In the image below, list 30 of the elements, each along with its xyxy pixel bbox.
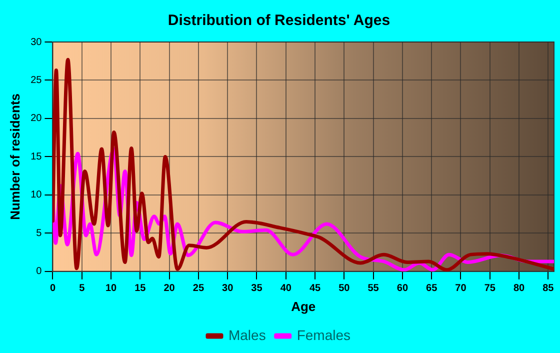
- y-tick-label: 0: [36, 266, 42, 278]
- x-tick-label: 25: [192, 283, 204, 294]
- x-axis-title: Age: [291, 298, 316, 314]
- chart-title: Distribution of Residents' Ages: [168, 12, 390, 30]
- y-tick-label: 10: [30, 190, 42, 201]
- x-tick-label: 70: [455, 283, 467, 294]
- x-tick-label: 20: [164, 283, 176, 294]
- x-tick-label: 80: [513, 283, 526, 294]
- x-tick-label: 40: [280, 283, 292, 294]
- x-tick-label: 85: [542, 283, 554, 294]
- y-tick-label: 5: [36, 228, 42, 239]
- legend-label: Males: [228, 326, 266, 343]
- y-tick-label: 15: [30, 151, 42, 162]
- x-tick-label: 35: [251, 283, 263, 294]
- y-tick-label: 25: [30, 74, 42, 86]
- x-tick-label: 65: [426, 283, 438, 294]
- legend-label: Females: [296, 326, 351, 343]
- x-tick-label: 60: [396, 283, 408, 294]
- x-tick-label: 55: [368, 283, 380, 294]
- x-tick-label: 5: [79, 283, 86, 294]
- x-tick-label: 75: [484, 283, 496, 294]
- y-tick-label: 30: [30, 36, 42, 48]
- y-axis-title: Number of residents: [7, 93, 22, 220]
- x-tick-label: 15: [134, 283, 146, 294]
- y-tick-label: 20: [30, 113, 42, 124]
- x-tick-label: 0: [50, 283, 56, 294]
- x-tick-label: 10: [105, 283, 118, 294]
- x-tick-label: 30: [222, 283, 234, 294]
- x-tick-label: 50: [338, 283, 350, 294]
- x-tick-label: 45: [309, 283, 322, 294]
